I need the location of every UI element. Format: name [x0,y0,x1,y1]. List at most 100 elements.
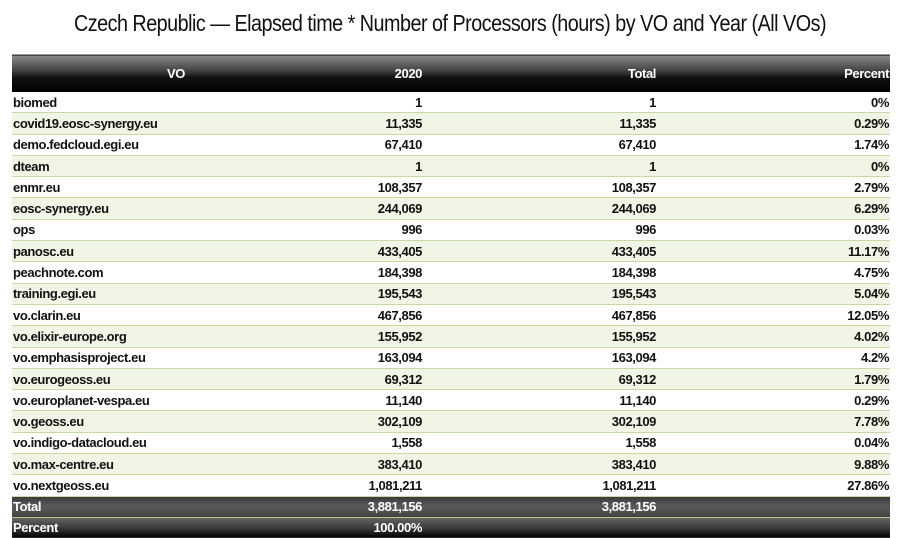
page-title: Czech Republic — Elapsed time * Number o… [73,10,827,36]
year-2020-cell: 383,410 [340,453,423,476]
year-2020-cell: 996 [340,219,423,242]
total-cell: 302,109 [423,410,657,433]
table-row: panosc.eu 433,405 433,405 11.17% [12,240,890,263]
percent-cell: 0.29% [657,112,890,135]
vo-cell: biomed [12,92,340,114]
percent-cell: 1.79% [657,368,890,391]
table-row: vo.clarin.eu 467,856 467,856 12.05% [12,304,890,327]
year-2020-cell: 1,558 [340,432,423,455]
year-2020-cell: 1 [340,92,423,114]
table-row: peachnote.com 184,398 184,398 4.75% [12,261,890,284]
table-row: vo.nextgeoss.eu 1,081,211 1,081,211 27.86% [12,474,890,497]
table-row: biomed 1 1 0% [12,92,890,114]
total-row: Total 3,881,156 3,881,156 [12,496,890,518]
percent-percent [657,517,890,538]
column-header-2020[interactable]: 2020 [340,54,423,92]
vo-cell: vo.nextgeoss.eu [12,474,340,497]
year-2020-cell: 67,410 [340,134,423,156]
table-row: enmr.eu 108,357 108,357 2.79% [12,176,890,199]
vo-cell: enmr.eu [12,176,340,199]
vo-cell: ops [12,219,340,242]
total-cell: 67,410 [423,134,657,156]
total-cell: 184,398 [423,261,657,284]
vo-cell: training.egi.eu [12,283,340,305]
vo-cell: dteam [12,155,340,178]
percent-cell: 5.04% [657,283,890,305]
column-header-vo[interactable]: VO [12,54,340,92]
total-cell: 1,081,211 [423,474,657,497]
vo-cell: vo.emphasisproject.eu [12,347,340,369]
table-row: eosc-synergy.eu 244,069 244,069 6.29% [12,197,890,220]
percent-cell: 2.79% [657,176,890,199]
percent-cell: 11.17% [657,240,890,263]
table-row: covid19.eosc-synergy.eu 11,335 11,335 0.29% [12,112,890,135]
column-header-percent[interactable]: Percent [657,54,890,92]
table-row: ops 996 996 0.03% [12,219,890,242]
year-2020-cell: 467,856 [340,304,423,327]
year-2020-cell: 302,109 [340,410,423,433]
year-2020-cell: 1 [340,155,423,178]
total-cell: 69,312 [423,368,657,391]
percent-cell: 1.74% [657,134,890,156]
year-2020-cell: 155,952 [340,325,423,348]
year-2020-cell: 163,094 [340,347,423,369]
table-row: vo.max-centre.eu 383,410 383,410 9.88% [12,453,890,476]
percent-total [423,517,657,538]
percent-cell: 0.29% [657,389,890,412]
percent-cell: 27.86% [657,474,890,497]
table-row: vo.eurogeoss.eu 69,312 69,312 1.79% [12,368,890,391]
vo-cell: peachnote.com [12,261,340,284]
vo-cell: vo.elixir-europe.org [12,325,340,348]
table-row: training.egi.eu 195,543 195,543 5.04% [12,283,890,305]
year-2020-cell: 1,081,211 [340,474,423,497]
year-2020-cell: 11,140 [340,389,423,412]
total-cell: 433,405 [423,240,657,263]
percent-cell: 7.78% [657,410,890,433]
total-cell: 11,335 [423,112,657,135]
total-label: Total [12,496,340,518]
vo-cell: vo.europlanet-vespa.eu [12,389,340,412]
total-cell: 163,094 [423,347,657,369]
column-header-total[interactable]: Total [423,54,657,92]
vo-cell: vo.eurogeoss.eu [12,368,340,391]
percent-cell: 12.05% [657,304,890,327]
percent-cell: 4.02% [657,325,890,348]
total-cell: 383,410 [423,453,657,476]
percent-cell: 0.04% [657,432,890,455]
year-2020-cell: 433,405 [340,240,423,263]
total-cell: 195,543 [423,283,657,305]
total-cell: 467,856 [423,304,657,327]
total-cell: 244,069 [423,197,657,220]
table-row: vo.elixir-europe.org 155,952 155,952 4.02% [12,325,890,348]
total-cell: 1,558 [423,432,657,455]
percent-cell: 0% [657,155,890,178]
vo-cell: covid19.eosc-synergy.eu [12,112,340,135]
year-2020-cell: 244,069 [340,197,423,220]
total-cell: 108,357 [423,176,657,199]
percent-cell: 4.75% [657,261,890,284]
table-row: dteam 1 1 0% [12,155,890,178]
vo-cell: vo.indigo-datacloud.eu [12,432,340,455]
total-cell: 1 [423,155,657,178]
year-2020-cell: 108,357 [340,176,423,199]
vo-cell: vo.geoss.eu [12,410,340,433]
percent-cell: 6.29% [657,197,890,220]
table-row: vo.geoss.eu 302,109 302,109 7.78% [12,410,890,433]
vo-cell: eosc-synergy.eu [12,197,340,220]
table-row: vo.emphasisproject.eu 163,094 163,094 4.2% [12,347,890,369]
total-cell: 996 [423,219,657,242]
total-percent [657,496,890,518]
percent-cell: 0% [657,92,890,114]
vo-usage-table: VO 2020 Total Percent biomed 1 1 0% covid19.… [12,54,890,538]
percent-cell: 0.03% [657,219,890,242]
year-2020-cell: 195,543 [340,283,423,305]
table-header-row: VO 2020 Total Percent [12,54,890,92]
total-cell: 11,140 [423,389,657,412]
vo-cell: panosc.eu [12,240,340,263]
total-total: 3,881,156 [423,496,657,518]
year-2020-cell: 11,335 [340,112,423,135]
percent-cell: 9.88% [657,453,890,476]
percent-cell: 4.2% [657,347,890,369]
year-2020-cell: 69,312 [340,368,423,391]
vo-cell: vo.clarin.eu [12,304,340,327]
